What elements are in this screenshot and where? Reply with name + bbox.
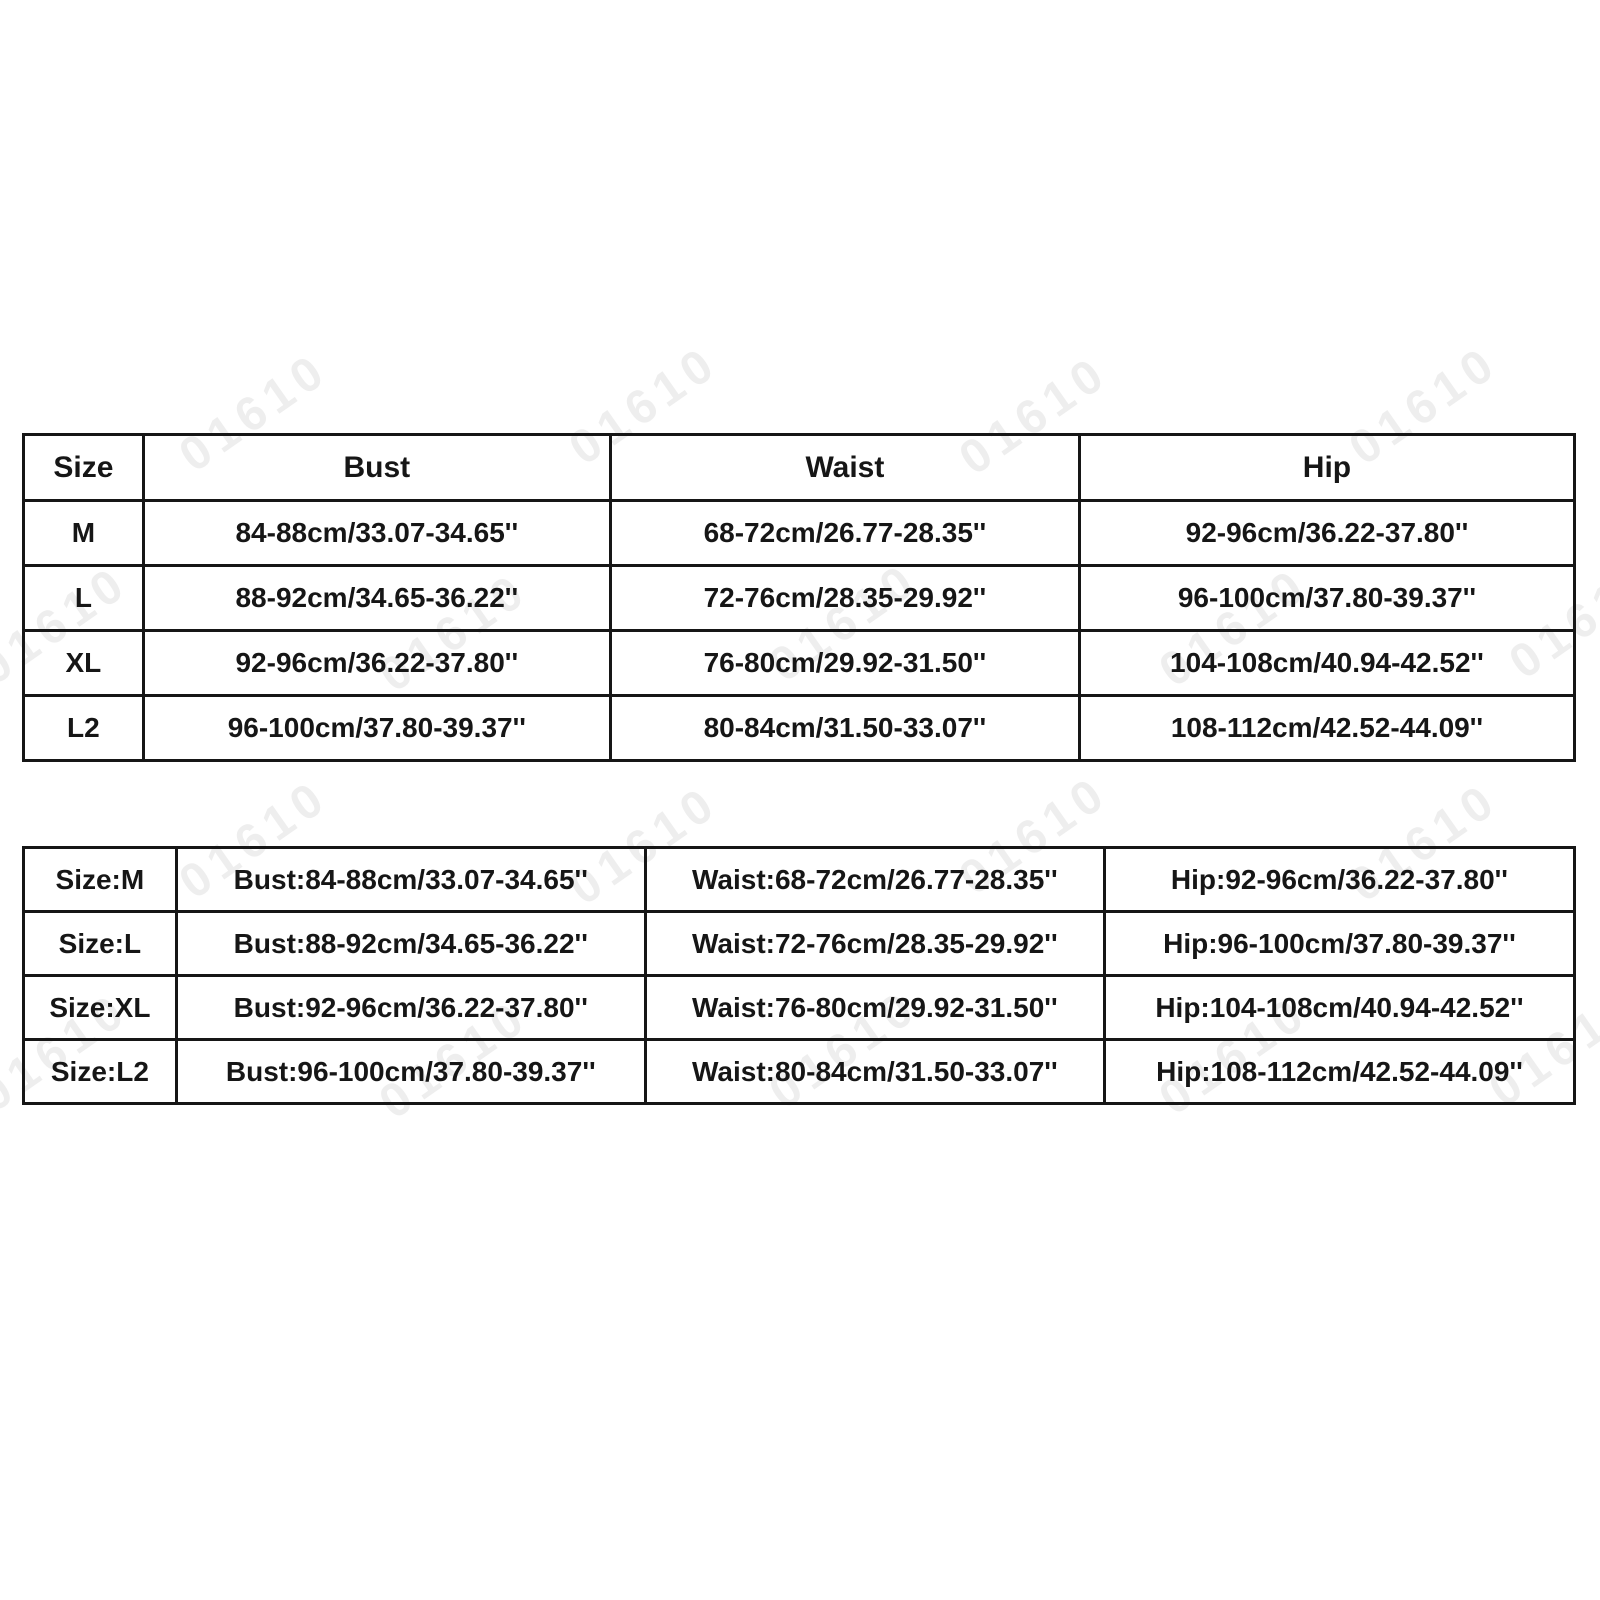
size-chart-row-size-cell: XL — [22, 629, 145, 697]
labeled-size-chart-row-size-cell: Size:XL — [22, 974, 178, 1041]
size-chart-row-hip-cell: 104-108cm/40.94-42.52'' — [1077, 629, 1577, 697]
size-chart-row: L2 96-100cm/37.80-39.37'' 80-84cm/31.50-33… — [22, 694, 1577, 762]
labeled-size-chart-row-size-cell: Size:M — [22, 846, 178, 913]
labeled-size-chart-row-waist-cell: Waist:72-76cm/28.35-29.92'' — [643, 910, 1106, 977]
header-waist: Waist — [608, 433, 1081, 502]
labeled-size-chart-row-hip-cell: Hip:108-112cm/42.52-44.09'' — [1102, 1038, 1577, 1105]
size-chart-row-size-cell: M — [22, 499, 145, 567]
labeled-size-chart-row-hip-cell: Hip:104-108cm/40.94-42.52'' — [1102, 974, 1577, 1041]
size-chart-row: M 84-88cm/33.07-34.65'' 68-72cm/26.77-28.3… — [22, 499, 1577, 567]
size-chart-row-size-cell: L — [22, 564, 145, 632]
size-chart-row-bust-cell: 88-92cm/34.65-36.22'' — [141, 564, 612, 632]
labeled-size-chart-row-hip-cell: Hip:92-96cm/36.22-37.80'' — [1102, 846, 1577, 913]
header-size: Size — [22, 433, 145, 502]
size-chart-row-bust-cell: 84-88cm/33.07-34.65'' — [141, 499, 612, 567]
size-chart-row-size-cell: L2 — [22, 694, 145, 762]
labeled-size-chart-row-waist-cell: Waist:76-80cm/29.92-31.50'' — [643, 974, 1106, 1041]
labeled-size-chart-table: Size:M Bust:84-88cm/33.07-34.65'' Waist:68… — [22, 846, 1577, 1105]
labeled-size-chart-row: Size:M Bust:84-88cm/33.07-34.65'' Waist:68… — [22, 846, 1577, 913]
labeled-size-chart-row: Size:XL Bust:92-96cm/36.22-37.80'' Waist:7… — [22, 974, 1577, 1041]
size-chart-row-waist-cell: 68-72cm/26.77-28.35'' — [608, 499, 1081, 567]
size-chart-row-bust-cell: 96-100cm/37.80-39.37'' — [141, 694, 612, 762]
size-chart-table: Size Bust Waist Hip M 84-88cm/33.07-34.65… — [22, 433, 1577, 762]
header-hip: Hip — [1077, 433, 1577, 502]
labeled-size-chart-row-bust-cell: Bust:88-92cm/34.65-36.22'' — [174, 910, 647, 977]
labeled-size-chart-row-bust-cell: Bust:84-88cm/33.07-34.65'' — [174, 846, 647, 913]
labeled-size-chart-row-bust-cell: Bust:92-96cm/36.22-37.80'' — [174, 974, 647, 1041]
header-bust: Bust — [141, 433, 612, 502]
size-chart-row-hip-cell: 108-112cm/42.52-44.09'' — [1077, 694, 1577, 762]
size-chart-row-waist-cell: 72-76cm/28.35-29.92'' — [608, 564, 1081, 632]
size-chart-row-hip-cell: 96-100cm/37.80-39.37'' — [1077, 564, 1577, 632]
size-chart-row-waist-cell: 80-84cm/31.50-33.07'' — [608, 694, 1081, 762]
labeled-size-chart-row-waist-cell: Waist:68-72cm/26.77-28.35'' — [643, 846, 1106, 913]
size-chart-row-bust-cell: 92-96cm/36.22-37.80'' — [141, 629, 612, 697]
labeled-size-chart-row-bust-cell: Bust:96-100cm/37.80-39.37'' — [174, 1038, 647, 1105]
labeled-size-chart-row: Size:L Bust:88-92cm/34.65-36.22'' Waist:72… — [22, 910, 1577, 977]
labeled-size-chart-row-waist-cell: Waist:80-84cm/31.50-33.07'' — [643, 1038, 1106, 1105]
labeled-size-chart-row-hip-cell: Hip:96-100cm/37.80-39.37'' — [1102, 910, 1577, 977]
size-chart-header-row: Size Bust Waist Hip — [22, 433, 1577, 502]
labeled-size-chart-row-size-cell: Size:L — [22, 910, 178, 977]
size-chart-row-hip-cell: 92-96cm/36.22-37.80'' — [1077, 499, 1577, 567]
labeled-size-chart-row-size-cell: Size:L2 — [22, 1038, 178, 1105]
size-chart-row: L 88-92cm/34.65-36.22'' 72-76cm/28.35-29.9… — [22, 564, 1577, 632]
labeled-size-chart-row: Size:L2 Bust:96-100cm/37.80-39.37'' Waist:… — [22, 1038, 1577, 1105]
size-chart-row-waist-cell: 76-80cm/29.92-31.50'' — [608, 629, 1081, 697]
size-chart-row: XL 92-96cm/36.22-37.80'' 76-80cm/29.92-31.… — [22, 629, 1577, 697]
